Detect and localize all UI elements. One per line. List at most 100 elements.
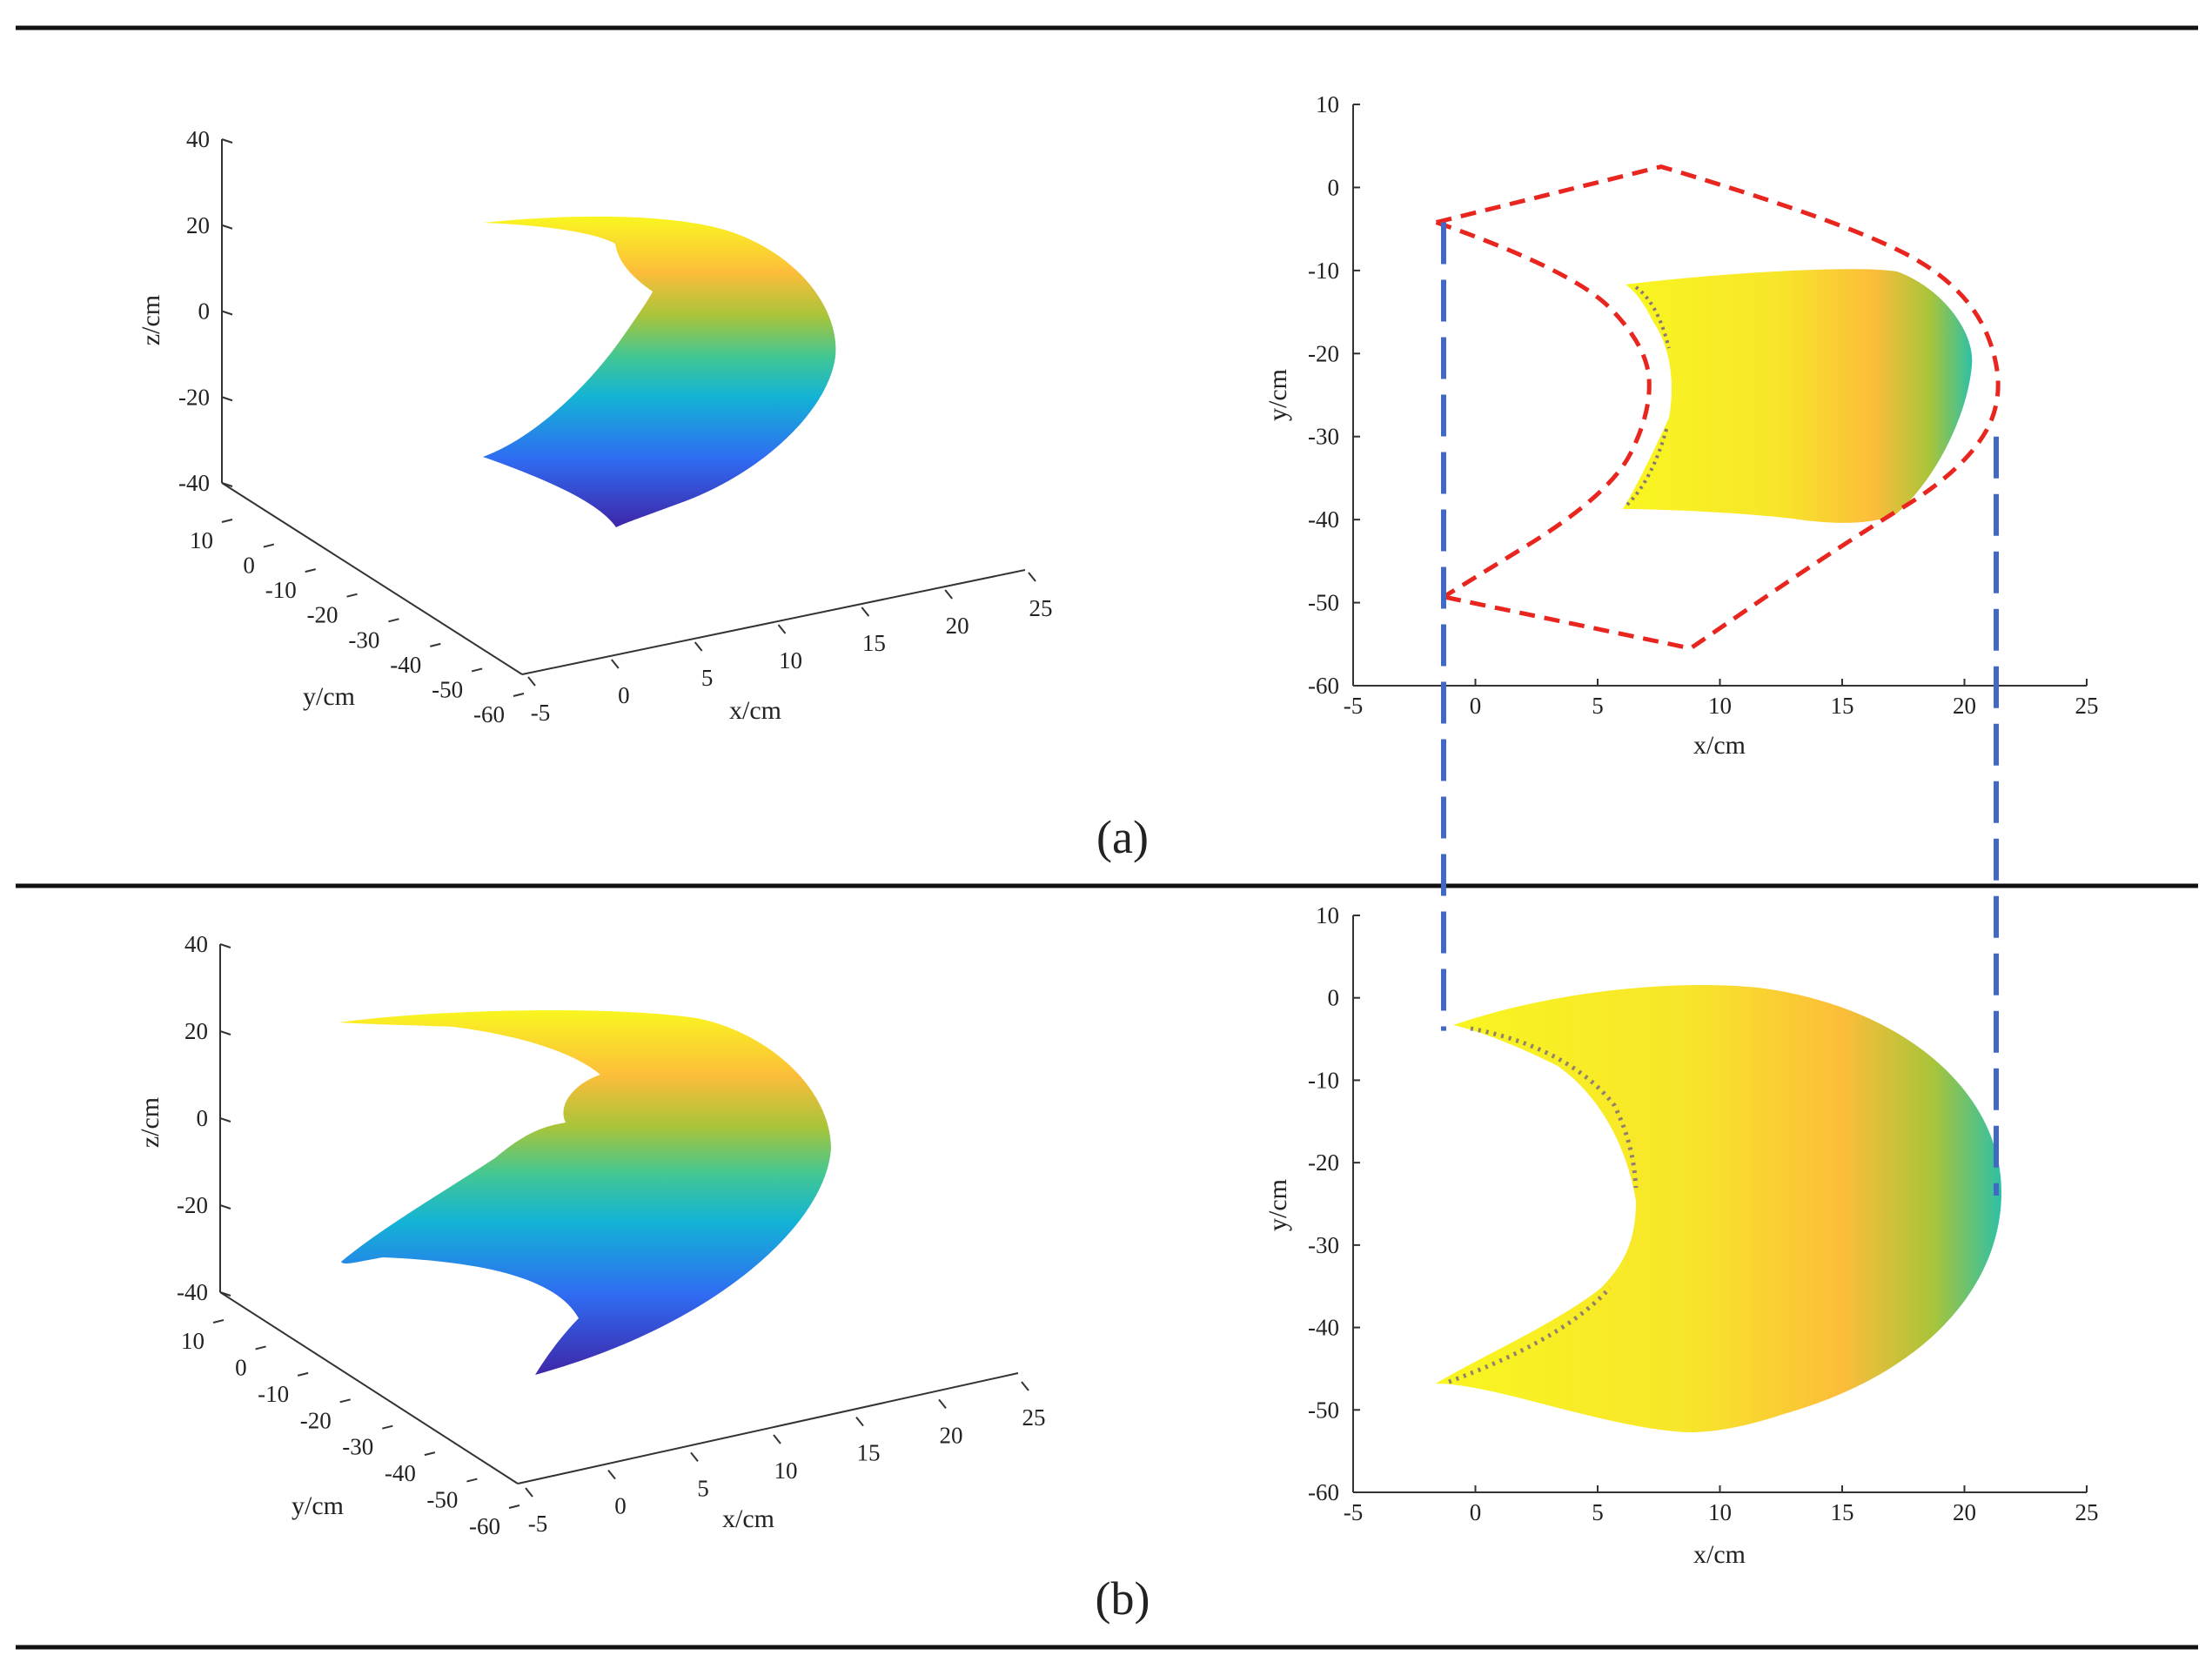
z-tick-mark xyxy=(219,1204,231,1210)
x-tick-mark xyxy=(938,1398,947,1409)
z-tick-label: 40 xyxy=(186,126,210,152)
y-tick-label: 10 xyxy=(181,1328,204,1354)
y-tick-mark xyxy=(424,1451,436,1457)
y-tick-label: -60 xyxy=(469,1513,500,1539)
z-tick-mark xyxy=(219,1291,231,1297)
y-tick-label: -60 xyxy=(1308,1479,1339,1505)
y-tick-mark xyxy=(508,1505,520,1509)
x-tick-label: 10 xyxy=(774,1458,798,1484)
x-tick-label: -5 xyxy=(528,1511,548,1537)
y-tick-label: 0 xyxy=(1328,174,1340,200)
y-tick-label: 0 xyxy=(243,553,255,579)
x-tick-label: 5 xyxy=(1592,693,1604,719)
z-tick-mark xyxy=(221,396,233,402)
x-tick-label: 25 xyxy=(1022,1404,1046,1431)
y-tick-mark xyxy=(346,593,358,598)
z-tick-mark xyxy=(221,224,233,230)
x-tick-label: 15 xyxy=(1831,1499,1854,1525)
x-tick-mark xyxy=(777,624,787,634)
y-tick-label: 0 xyxy=(235,1354,247,1380)
y-tick-label: -10 xyxy=(258,1381,289,1407)
x-tick-label: 0 xyxy=(1470,693,1482,719)
y-tick-mark xyxy=(255,1345,266,1350)
x-tick-label: 20 xyxy=(940,1422,963,1448)
x-tick-mark xyxy=(855,1417,864,1427)
z-tick-label: -40 xyxy=(178,470,210,496)
y-tick-mark xyxy=(297,1371,309,1377)
y-tick-label: 10 xyxy=(1316,902,1339,928)
x-tick-label: 0 xyxy=(614,1493,627,1519)
x-tick-mark xyxy=(607,1470,616,1480)
y-axis-label: y/cm xyxy=(1264,369,1292,421)
x-tick-label: -5 xyxy=(531,700,551,726)
y-tick-label: -10 xyxy=(1308,1067,1339,1093)
y-tick-label: -50 xyxy=(432,676,463,702)
x-tick-label: 25 xyxy=(2075,693,2099,719)
y-tick-label: -50 xyxy=(1308,590,1339,616)
y-tick-label: -50 xyxy=(1308,1397,1339,1423)
z-tick-mark xyxy=(221,138,233,144)
y-tick-mark xyxy=(221,519,233,523)
caption-a: (a) xyxy=(1096,811,1149,863)
point-cloud xyxy=(483,216,836,527)
z-tick-label: -20 xyxy=(177,1192,208,1218)
y-tick-mark xyxy=(471,667,483,673)
x-tick-mark xyxy=(527,676,536,687)
x-axis-label: x/cm xyxy=(729,696,781,725)
y-tick-mark xyxy=(388,618,399,623)
red-dashed-inner-curve xyxy=(1435,220,1652,600)
y-tick-label: 0 xyxy=(1328,985,1340,1011)
x-tick-label: 5 xyxy=(1592,1499,1604,1525)
x-tick-mark xyxy=(525,1487,533,1498)
z-tick-mark xyxy=(219,1030,231,1035)
z-tick-mark xyxy=(219,943,231,948)
z-tick-label: 40 xyxy=(184,931,208,957)
z-axis-label: z/cm xyxy=(136,1097,164,1148)
x-tick-label: 15 xyxy=(1831,693,1854,719)
x-tick-mark xyxy=(1028,572,1036,582)
y-tick-label: -40 xyxy=(385,1460,416,1486)
x-tick-label: 25 xyxy=(1029,595,1053,621)
z-tick-label: 20 xyxy=(184,1018,208,1044)
y-tick-label: -20 xyxy=(1308,340,1339,366)
red-dashed-envelope xyxy=(1435,164,2001,651)
x-tick-label: -5 xyxy=(1344,693,1364,719)
y-tick-label: -20 xyxy=(1308,1149,1339,1176)
y-tick-label: -30 xyxy=(1308,1232,1339,1258)
x-axis-label: x/cm xyxy=(1693,1540,1746,1569)
x-tick-label: 25 xyxy=(2075,1499,2099,1525)
z-tick-mark xyxy=(221,310,233,316)
z-tick-label: 20 xyxy=(186,212,210,238)
y-tick-label: -20 xyxy=(307,602,339,628)
x-tick-label: 20 xyxy=(1953,1499,1976,1525)
y-axis-label: y/cm xyxy=(303,682,355,711)
x-tick-label: 15 xyxy=(862,630,886,656)
y-tick-label: 10 xyxy=(1316,91,1339,117)
point-cloud xyxy=(1436,984,2001,1432)
y-tick-label: -10 xyxy=(265,577,297,603)
y-tick-mark xyxy=(212,1319,225,1324)
x-tick-mark xyxy=(694,641,703,652)
y-axis-label: y/cm xyxy=(1264,1179,1292,1231)
y-tick-label: -30 xyxy=(1308,424,1339,450)
x-axis-label: x/cm xyxy=(722,1505,774,1533)
y-tick-mark xyxy=(305,568,316,573)
x-tick-label: 10 xyxy=(1708,1499,1732,1525)
x-tick-mark xyxy=(773,1434,781,1444)
x-tick-label: 0 xyxy=(618,682,630,708)
y-tick-label: -20 xyxy=(300,1407,332,1433)
x-tick-mark xyxy=(944,589,953,600)
x-tick-mark xyxy=(611,659,620,669)
y-tick-mark xyxy=(382,1424,393,1430)
y-tick-label: -60 xyxy=(1308,673,1339,699)
y-axis-label: y/cm xyxy=(292,1491,344,1520)
z-tick-mark xyxy=(219,1117,231,1123)
z-tick-label: 0 xyxy=(197,1105,209,1131)
x-tick-label: 10 xyxy=(779,647,802,674)
y-tick-mark xyxy=(430,642,441,647)
y-tick-mark xyxy=(339,1398,351,1404)
y-tick-label: -10 xyxy=(1308,258,1339,284)
